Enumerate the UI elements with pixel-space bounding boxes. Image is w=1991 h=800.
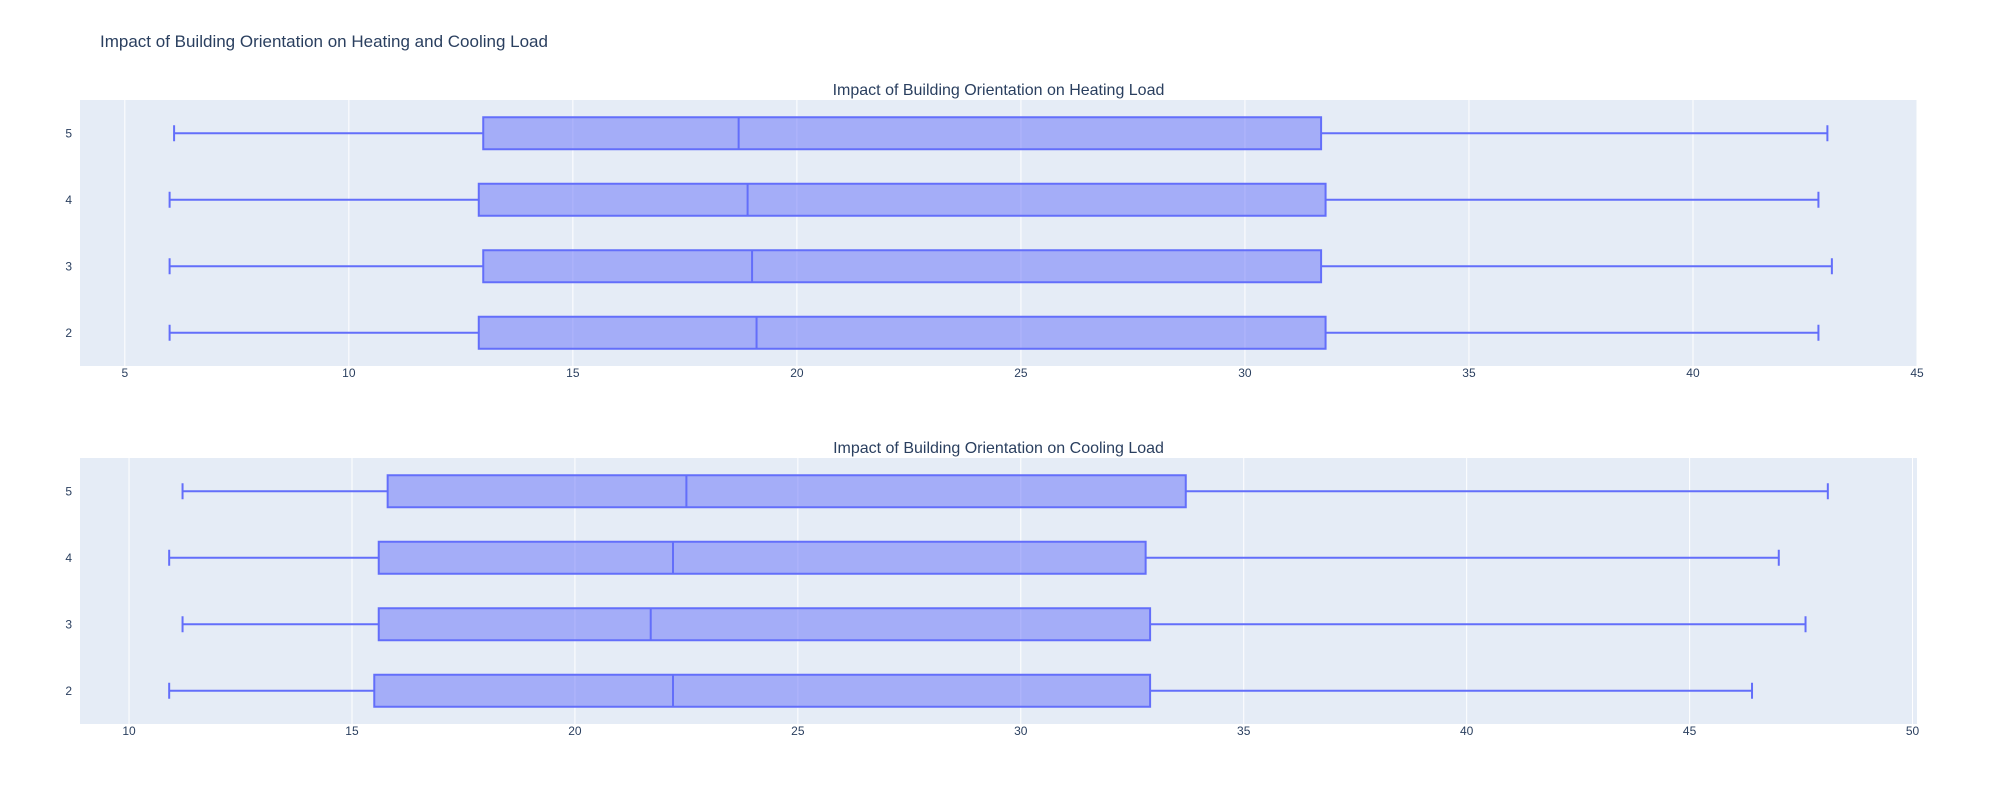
y-tick-label: 4 bbox=[65, 193, 72, 207]
x-tick-label: 10 bbox=[122, 724, 136, 738]
y-tick-label: 2 bbox=[65, 326, 72, 340]
y-tick-label: 3 bbox=[65, 259, 72, 273]
y-tick-label: 2 bbox=[65, 684, 72, 698]
iqr-box bbox=[386, 474, 1187, 509]
y-tick-label: 4 bbox=[65, 551, 72, 565]
iqr-box bbox=[377, 540, 1147, 575]
x-tick-label: 15 bbox=[345, 724, 359, 738]
box-plot-4[interactable] bbox=[168, 182, 1820, 217]
x-tick-label: 20 bbox=[568, 724, 582, 738]
x-tick-label: 40 bbox=[1460, 724, 1474, 738]
x-tick-label: 15 bbox=[566, 366, 580, 380]
subplot-title: Impact of Building Orientation on Coolin… bbox=[833, 440, 1164, 457]
iqr-box bbox=[377, 607, 1152, 642]
x-tick-label: 35 bbox=[1237, 724, 1251, 738]
heating-load-panel: Impact of Building Orientation on Heatin… bbox=[65, 82, 1924, 380]
iqr-box bbox=[477, 182, 1327, 217]
box-plot-4[interactable] bbox=[168, 540, 1780, 575]
box-plot-2[interactable] bbox=[168, 673, 1754, 708]
y-tick-label: 5 bbox=[65, 126, 72, 140]
x-tick-label: 30 bbox=[1014, 724, 1028, 738]
x-tick-label: 45 bbox=[1683, 724, 1697, 738]
y-tick-label: 5 bbox=[65, 484, 72, 498]
iqr-box bbox=[482, 116, 1323, 151]
x-tick-label: 20 bbox=[790, 366, 804, 380]
iqr-box bbox=[482, 249, 1323, 284]
iqr-box bbox=[477, 315, 1327, 350]
iqr-box bbox=[373, 673, 1152, 708]
box-plot-3[interactable] bbox=[181, 607, 1807, 642]
x-tick-label: 25 bbox=[791, 724, 805, 738]
x-tick-label: 30 bbox=[1238, 366, 1252, 380]
x-tick-label: 10 bbox=[342, 366, 356, 380]
box-plot-5[interactable] bbox=[173, 116, 1829, 151]
x-tick-label: 35 bbox=[1462, 366, 1476, 380]
x-tick-label: 45 bbox=[1910, 366, 1924, 380]
box-plot-3[interactable] bbox=[168, 249, 1833, 284]
x-tick-label: 40 bbox=[1686, 366, 1700, 380]
x-tick-label: 25 bbox=[1014, 366, 1028, 380]
box-plot-5[interactable] bbox=[181, 474, 1829, 509]
subplot-title: Impact of Building Orientation on Heatin… bbox=[833, 82, 1165, 99]
x-tick-label: 50 bbox=[1906, 724, 1920, 738]
chart-title: Impact of Building Orientation on Heatin… bbox=[100, 32, 548, 51]
box-plot-2[interactable] bbox=[168, 315, 1820, 350]
cooling-load-panel: Impact of Building Orientation on Coolin… bbox=[65, 440, 1919, 738]
y-tick-label: 3 bbox=[65, 617, 72, 631]
x-tick-label: 5 bbox=[121, 366, 128, 380]
